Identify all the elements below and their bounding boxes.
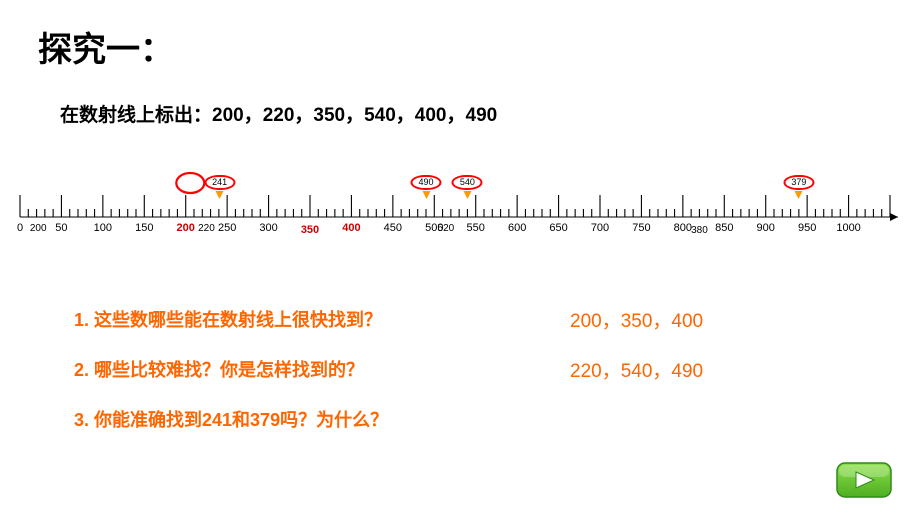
instruction-text: 在数射线上标出：200，220，350，540，400，490 — [60, 100, 497, 127]
svg-text:200: 200 — [30, 223, 47, 234]
number-line: 0501001502002503003504004505005506006507… — [12, 155, 907, 250]
svg-text:600: 600 — [508, 222, 526, 234]
marker-379: 379 — [783, 175, 814, 199]
svg-text:200: 200 — [177, 222, 195, 234]
svg-text:800: 800 — [674, 222, 692, 234]
svg-text:50: 50 — [55, 222, 67, 234]
svg-text:950: 950 — [798, 222, 816, 234]
answer-1: 200，350，400 — [570, 306, 703, 333]
svg-text:650: 650 — [549, 222, 567, 234]
svg-text:520: 520 — [438, 223, 455, 234]
svg-text:1000: 1000 — [836, 222, 860, 234]
marker-label: 241 — [204, 175, 235, 190]
down-arrow-icon — [795, 191, 803, 199]
svg-text:150: 150 — [135, 222, 153, 234]
marker-label: 490 — [410, 175, 441, 190]
svg-text:220: 220 — [198, 223, 215, 234]
svg-text:750: 750 — [632, 222, 650, 234]
svg-text:400: 400 — [342, 222, 360, 234]
marker-490: 490 — [410, 175, 441, 199]
marker-540: 540 — [452, 175, 483, 199]
svg-text:380: 380 — [691, 225, 708, 236]
marker-label: 379 — [783, 175, 814, 190]
q2-text: 2. 哪些比较难找？你是怎样找到的？ — [74, 356, 364, 382]
marker-241: 241 — [204, 175, 235, 199]
q3-text: 3. 你能准确找到241和379吗？为什么？ — [74, 406, 388, 432]
svg-text:0: 0 — [17, 222, 23, 234]
question-3: 3. 你能准确找到241和379吗？为什么？ — [74, 406, 388, 432]
svg-text:550: 550 — [467, 222, 485, 234]
next-button[interactable] — [836, 462, 892, 498]
svg-text:700: 700 — [591, 222, 609, 234]
down-arrow-icon — [216, 191, 224, 199]
svg-text:850: 850 — [715, 222, 733, 234]
svg-text:900: 900 — [757, 222, 775, 234]
question-2: 2. 哪些比较难找？你是怎样找到的？ — [74, 356, 364, 382]
marker-label: 540 — [452, 175, 483, 190]
svg-text:350: 350 — [301, 224, 319, 236]
answer-2: 220，540，490 — [570, 356, 703, 383]
q1-text: 1. 这些数哪些能在数射线上很快找到？ — [74, 306, 382, 332]
down-arrow-icon — [463, 191, 471, 199]
svg-text:300: 300 — [259, 222, 277, 234]
down-arrow-icon — [422, 191, 430, 199]
svg-text:450: 450 — [384, 222, 402, 234]
svg-text:100: 100 — [94, 222, 112, 234]
page-title: 探究一： — [38, 22, 174, 71]
number-line-svg: 0501001502002503003504004505005506006507… — [12, 155, 907, 250]
svg-text:250: 250 — [218, 222, 236, 234]
question-1: 1. 这些数哪些能在数射线上很快找到？ — [74, 306, 382, 332]
